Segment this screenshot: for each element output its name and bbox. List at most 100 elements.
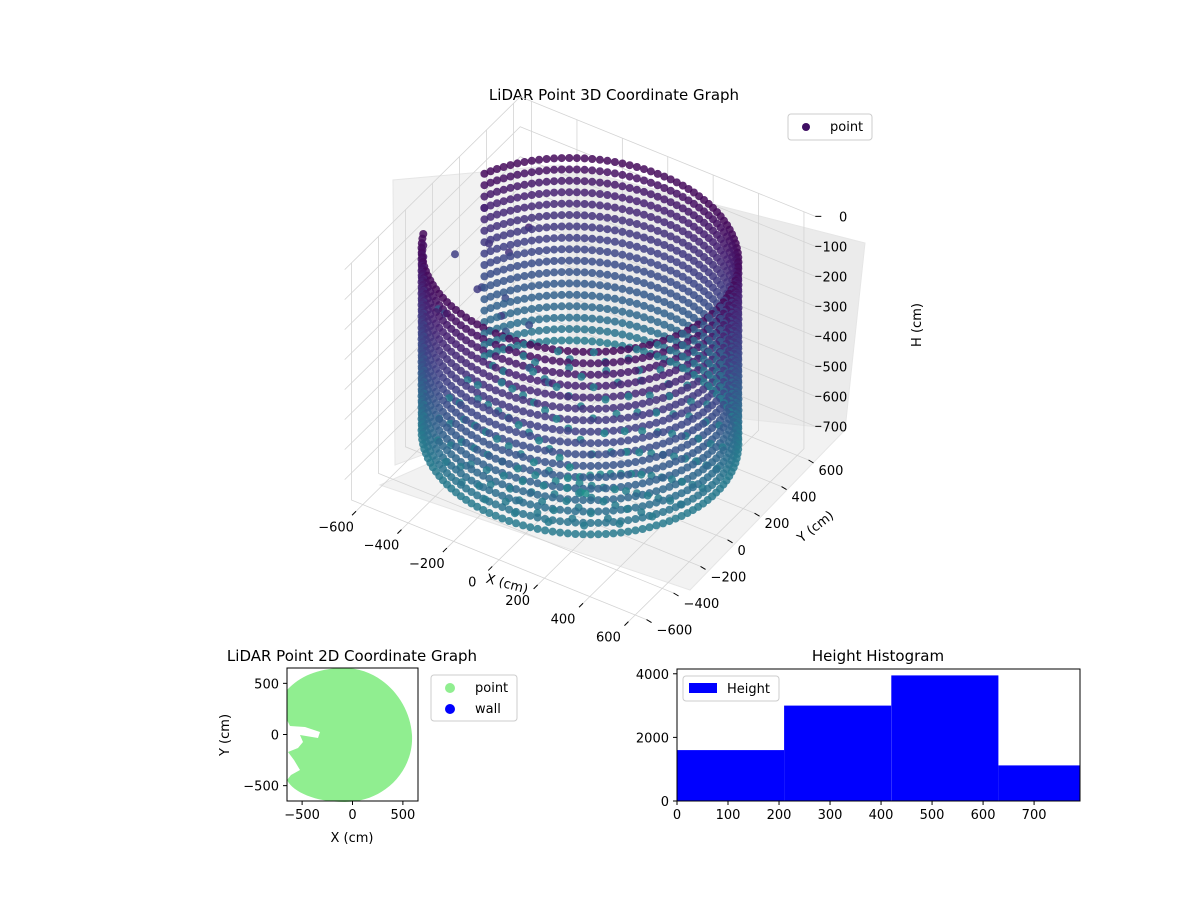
x-tick-label-hist-7: 700 <box>1022 808 1047 823</box>
point-3d-146 <box>493 210 501 219</box>
point-3d-2085 <box>648 512 657 521</box>
point-3d-1707 <box>652 441 661 450</box>
point-3d-1881 <box>548 470 557 479</box>
point-3d-371 <box>506 263 515 272</box>
point-3d-285 <box>580 245 589 254</box>
z-tick-label-3d-2: 200 <box>822 270 847 285</box>
point-3d-138 <box>660 206 669 215</box>
point-3d-214 <box>618 227 627 236</box>
point-3d-1906 <box>594 473 603 482</box>
point-3d-2058 <box>665 505 674 514</box>
legend-3d-point-label: point <box>830 120 863 135</box>
point-3d-1205 <box>526 375 535 383</box>
point-3d-202 <box>646 224 655 233</box>
point-3d-1961 <box>562 484 571 493</box>
point-3d-41 <box>660 172 669 181</box>
point-3d-1267 <box>579 382 588 391</box>
point-3d-255 <box>653 238 662 247</box>
point-3d-458 <box>550 279 559 288</box>
point-3d-1449 <box>659 405 667 414</box>
point-3d-1344 <box>665 392 674 401</box>
point-3d-326 <box>632 254 641 263</box>
point-3d-433 <box>625 275 634 284</box>
y-tick-label-2d-0: 500 <box>254 677 279 692</box>
point-3d-162 <box>646 213 655 221</box>
point-3d-333 <box>565 256 574 265</box>
point-3d-2128 <box>579 530 588 539</box>
point-3d-1911 <box>563 474 572 483</box>
z-tick-label-3d-6: 600 <box>822 390 847 405</box>
point-3d-432 <box>660 275 669 284</box>
y-tick-label-3d-5: 400 <box>792 491 817 506</box>
point-3d-865 <box>572 336 581 345</box>
point-3d-475 <box>603 282 612 291</box>
point-3d-1548 <box>652 418 661 427</box>
point-3d-1228 <box>631 378 640 387</box>
point-3d-845 <box>505 334 514 343</box>
point-3d-133 <box>653 204 662 213</box>
point-3d-2045 <box>533 502 542 511</box>
point-3d-235 <box>550 234 559 243</box>
point-3d-1972 <box>512 485 520 494</box>
point-3d-1188 <box>577 372 586 381</box>
y-tick-label-3d-2: −200 <box>711 570 747 585</box>
point-3d-332 <box>640 256 648 265</box>
point-3d-2035 <box>519 498 528 507</box>
point-3d-9 <box>527 156 536 165</box>
x-tick-mark-3d-1 <box>397 529 402 535</box>
point-3d-723 <box>513 319 522 327</box>
point-3d-1082 <box>659 359 667 368</box>
point-3d-1662 <box>631 435 640 444</box>
point-3d-1029 <box>473 354 482 363</box>
point-3d-258 <box>513 239 522 248</box>
point-3d-218 <box>625 229 634 238</box>
point-3d-1057 <box>666 357 675 366</box>
point-3d-108 <box>666 198 675 207</box>
point-3d-675 <box>493 313 501 322</box>
point-3d-735 <box>625 320 634 329</box>
point-3d-925 <box>473 343 482 352</box>
point-3d-187 <box>565 222 574 231</box>
point-3d-1721 <box>677 443 686 452</box>
point-3d-1861 <box>677 466 686 475</box>
point-3d-204 <box>603 225 612 234</box>
point-3d-112 <box>557 199 566 208</box>
point-3d-501 <box>625 286 634 295</box>
point-3d-408 <box>486 269 495 278</box>
point-3d-1840 <box>659 462 667 471</box>
point-3d-161 <box>486 212 495 221</box>
point-3d-858 <box>640 336 648 345</box>
point-3d-51 <box>550 177 559 186</box>
point-3d-1495 <box>541 412 550 421</box>
point-3d-1178 <box>659 371 667 380</box>
point-3d-351 <box>646 258 655 267</box>
point-3d-34 <box>520 169 529 178</box>
point-3d-1578 <box>671 423 680 432</box>
point-3d-954 <box>616 346 625 355</box>
point-3d-1173 <box>594 370 603 379</box>
point-3d-293 <box>595 247 604 255</box>
point-3d-770 <box>572 325 581 334</box>
point-3d-195 <box>588 223 597 232</box>
point-3d-421 <box>480 272 489 281</box>
legend-histogram-label: Height <box>727 682 770 697</box>
point-3d-85 <box>588 189 597 198</box>
point-3d-347 <box>672 258 681 267</box>
point-3d-1031 <box>498 354 507 363</box>
point-3d-2068 <box>579 507 588 516</box>
point-3d-19 <box>493 165 501 173</box>
point-3d-1300 <box>491 386 500 395</box>
point-3d-1673 <box>535 436 544 445</box>
point-3d-88 <box>595 190 604 198</box>
point-3d-1849 <box>513 464 522 473</box>
point-3d-2022 <box>579 496 588 505</box>
point-3d-490 <box>513 284 522 293</box>
point-3d-1262 <box>601 381 610 390</box>
point-3d-1439 <box>571 404 580 413</box>
point-3d-225 <box>632 231 641 240</box>
point-3d-1986 <box>526 489 535 497</box>
point-3d-334 <box>557 256 566 265</box>
point-3d-1413 <box>631 401 640 409</box>
point-3d-1836 <box>579 461 588 470</box>
point-3d-361 <box>480 261 489 269</box>
